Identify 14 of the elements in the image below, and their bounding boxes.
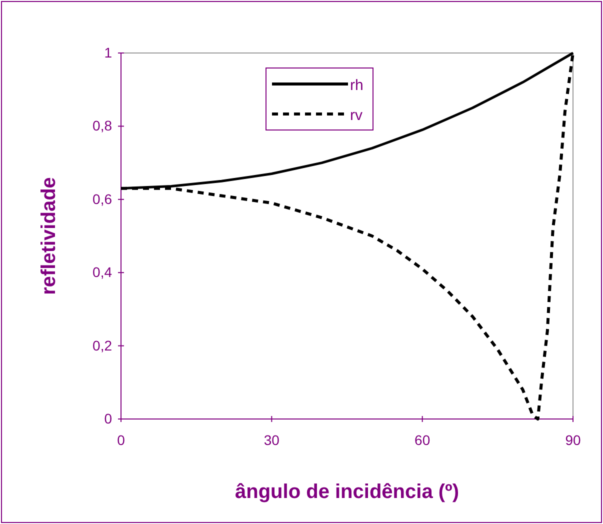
x-tick-label: 90 — [565, 432, 581, 448]
y-tick-label: 1 — [104, 44, 112, 60]
x-tick-label: 30 — [264, 432, 280, 448]
y-tick-label: 0,6 — [92, 190, 112, 207]
x-axis-title: ângulo de incidência (º) — [235, 481, 459, 503]
y-tick-label: 0,2 — [92, 337, 112, 354]
x-tick-label: 0 — [117, 432, 126, 448]
y-tick-label: 0,4 — [92, 264, 112, 280]
x-tick-label: 60 — [414, 432, 430, 448]
y-tick-label: 0,8 — [92, 118, 112, 134]
legend-label: rv — [350, 107, 363, 124]
legend-label: rh — [350, 77, 364, 94]
y-tick-label: 0 — [104, 410, 112, 426]
y-axis-title: refletividade — [38, 177, 60, 295]
